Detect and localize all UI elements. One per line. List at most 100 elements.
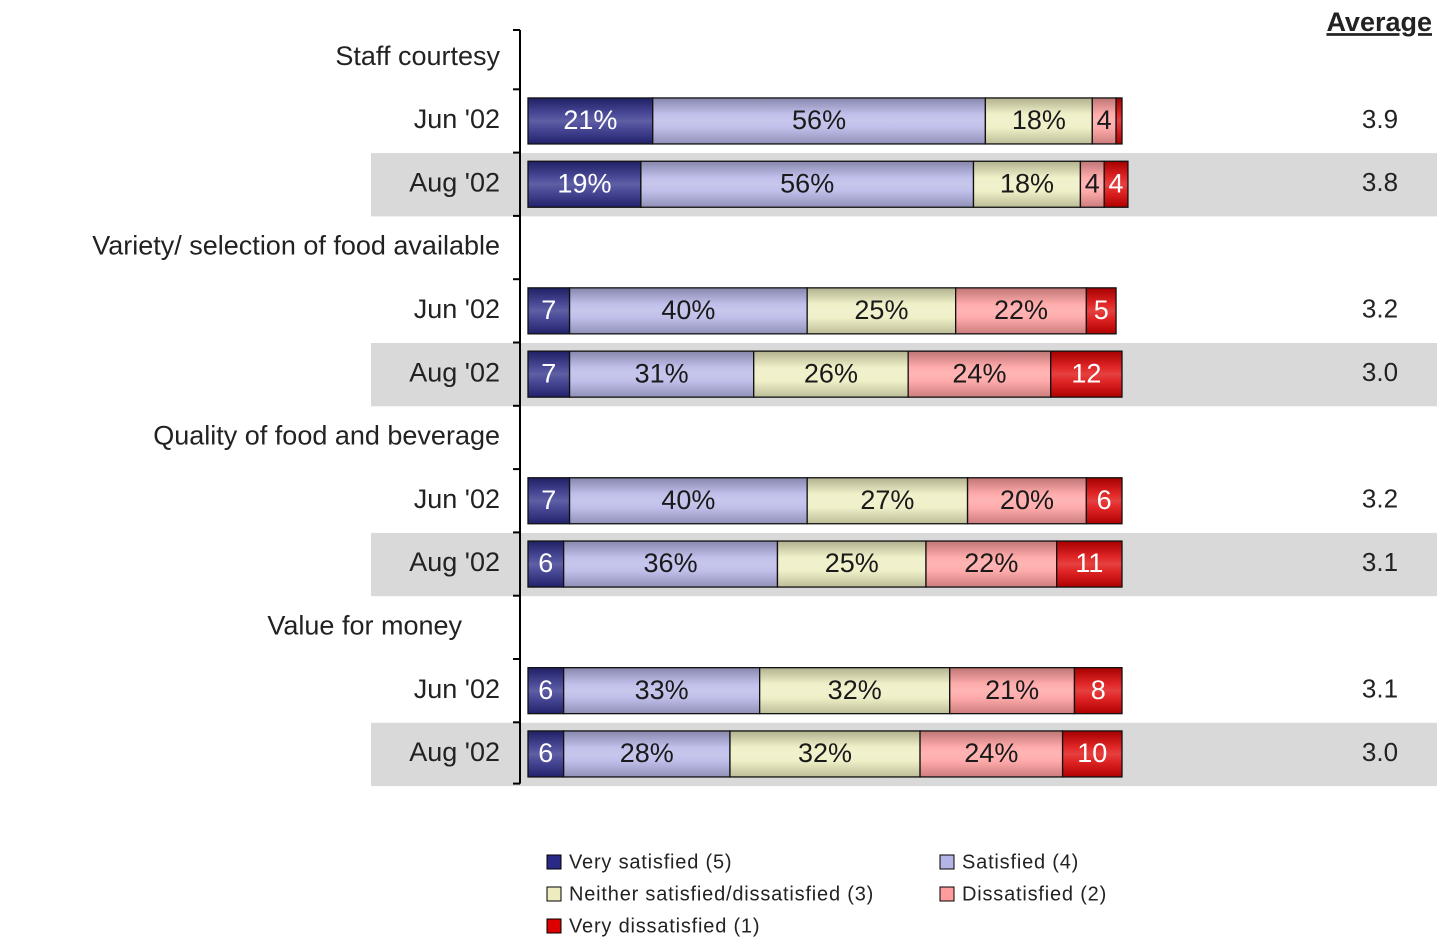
data-label: 18% (1000, 168, 1054, 198)
category-label: Aug '02 (409, 357, 500, 387)
bar-segment (527, 350, 571, 398)
bar-segment (966, 477, 1088, 525)
legend-swatch (546, 918, 562, 934)
average-value: 3.9 (1362, 104, 1398, 134)
data-label: 32% (798, 738, 852, 768)
data-label: 21% (563, 105, 617, 135)
data-label: 10 (1077, 738, 1107, 768)
group-label: Value for money (267, 610, 462, 640)
data-label: 5 (1094, 295, 1109, 325)
legend-label: Neither satisfied/dissatisfied (3) (569, 883, 874, 905)
legend-label: Dissatisfied (2) (962, 883, 1107, 905)
bar-segment (776, 540, 927, 588)
data-label: 8 (1091, 675, 1106, 705)
bar-segment (1050, 350, 1123, 398)
group-label: Variety/ selection of food available (92, 231, 500, 261)
legend-swatch (939, 886, 955, 902)
category-label: Jun '02 (414, 104, 500, 134)
bar-segment (907, 350, 1052, 398)
data-label: 32% (828, 675, 882, 705)
category-label: Aug '02 (409, 737, 500, 767)
category-label: Jun '02 (414, 674, 500, 704)
bar-segment (925, 540, 1058, 588)
bar-segment (568, 477, 808, 525)
bar-segment (527, 160, 642, 208)
average-value: 3.1 (1362, 674, 1398, 704)
data-label: 36% (644, 548, 698, 578)
data-label: 7 (541, 358, 556, 388)
bar-segment (527, 477, 571, 525)
bar-segment (640, 160, 975, 208)
data-label: 40% (661, 295, 715, 325)
data-label: 4 (1109, 168, 1124, 198)
data-label: 27% (860, 485, 914, 515)
bar-segment (1085, 287, 1117, 335)
legend-swatch (939, 854, 955, 870)
category-label: Jun '02 (414, 484, 500, 514)
data-label: 33% (635, 675, 689, 705)
data-label: 40% (661, 485, 715, 515)
legend-label: Very dissatisfied (1) (569, 915, 760, 937)
category-label: Aug '02 (409, 547, 500, 577)
data-label: 19% (557, 168, 611, 198)
data-label: 18% (1012, 105, 1066, 135)
data-label: 22% (994, 295, 1048, 325)
average-value: 3.2 (1362, 484, 1398, 514)
data-label: 7 (541, 295, 556, 325)
data-label: 31% (635, 358, 689, 388)
data-label: 6 (538, 675, 553, 705)
bar-segment (955, 287, 1088, 335)
bar-segment (527, 97, 654, 145)
data-label: 20% (1000, 485, 1054, 515)
data-label: 7 (541, 485, 556, 515)
bar-segment (806, 477, 969, 525)
average-value: 3.1 (1362, 547, 1398, 577)
average-value: 3.0 (1362, 737, 1398, 767)
data-label: 21% (985, 675, 1039, 705)
bar-segment (527, 667, 565, 715)
data-label: 25% (825, 548, 879, 578)
average-value: 3.0 (1362, 357, 1398, 387)
data-label: 12 (1071, 358, 1101, 388)
data-label: 4 (1097, 105, 1112, 135)
bar-segment (806, 287, 957, 335)
data-label: 11 (1075, 548, 1103, 578)
legend-label: Satisfied (4) (962, 851, 1079, 873)
bar-segment (1103, 160, 1129, 208)
legend-label: Very satisfied (5) (569, 851, 732, 873)
data-label: 56% (780, 168, 834, 198)
data-label: 4 (1085, 168, 1100, 198)
data-label: 56% (792, 105, 846, 135)
bar-segment (568, 287, 808, 335)
group-label: Quality of food and beverage (153, 421, 500, 451)
bar-segment (972, 160, 1082, 208)
data-label: 25% (854, 295, 908, 325)
data-label: 6 (538, 548, 553, 578)
bar-segment (652, 97, 987, 145)
bar-segment (1085, 477, 1123, 525)
data-label: 24% (952, 358, 1006, 388)
data-label: 6 (1097, 485, 1112, 515)
bar-segment (1073, 667, 1123, 715)
data-label: 28% (620, 738, 674, 768)
category-label: Jun '02 (414, 294, 500, 324)
average-title: Average (1326, 7, 1432, 37)
bar-segment (1115, 97, 1123, 145)
legend-swatch (546, 854, 562, 870)
data-label: 26% (804, 358, 858, 388)
bar-segment (949, 667, 1076, 715)
average-value: 3.2 (1362, 294, 1398, 324)
category-label: Aug '02 (409, 167, 500, 197)
legend-swatch (546, 886, 562, 902)
bar-segment (1061, 730, 1123, 778)
data-label: 24% (964, 738, 1018, 768)
bar-segment (562, 667, 761, 715)
bar-segment (527, 287, 571, 335)
bar-segment (562, 730, 731, 778)
group-label: Staff courtesy (335, 41, 500, 71)
data-label: 6 (538, 738, 553, 768)
bar-segment (729, 730, 921, 778)
average-value: 3.8 (1362, 167, 1398, 197)
bar-segment (984, 97, 1093, 145)
